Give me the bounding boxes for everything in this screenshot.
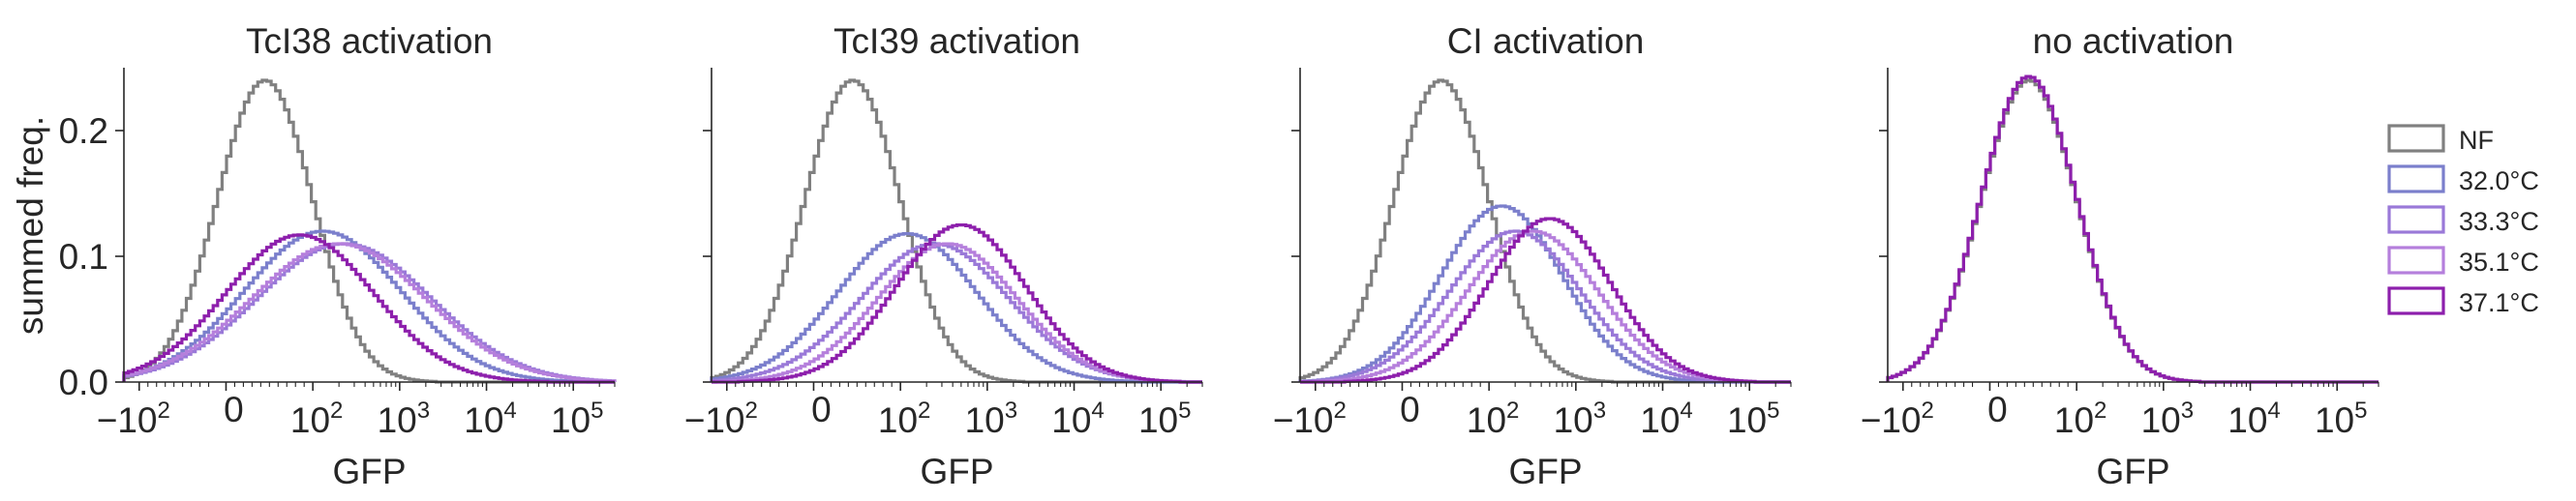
x-tick-label: 0: [224, 390, 244, 429]
x-tick-label: 105: [551, 398, 604, 440]
x-tick-label: 0: [1400, 390, 1420, 429]
legend-label: 37.1°C: [2459, 288, 2539, 317]
legend-swatch: [2387, 205, 2445, 234]
histogram-nf: [1298, 78, 1791, 384]
chart-panel: TcI38 activation 0.0 0.1 0.2 −102 0 102 103 104 1…: [59, 21, 617, 491]
histogram-37-1-c: [712, 223, 1202, 384]
y-tick-label: 0.2: [59, 111, 108, 151]
histogram-35-1-c: [122, 242, 617, 383]
y-tick-label: 0.1: [59, 237, 108, 277]
x-tick-label: 103: [965, 398, 1018, 440]
x-tick-label: 103: [1554, 398, 1607, 440]
chart-title: TcI38 activation: [246, 21, 493, 61]
x-tick-label: 105: [1727, 398, 1780, 440]
legend-label: 35.1°C: [2459, 248, 2539, 277]
x-tick-label: 104: [1640, 398, 1693, 440]
y-tick-label: 0.0: [59, 363, 108, 402]
x-tick-label: 103: [2141, 398, 2195, 440]
legend-label: NF: [2459, 126, 2494, 155]
x-tick-label: 102: [290, 398, 344, 440]
x-axis-label: GFP: [2096, 452, 2169, 491]
x-axis-label: GFP: [920, 452, 993, 491]
histogram-nf: [1886, 78, 2379, 384]
x-axis-label: GFP: [1508, 452, 1582, 491]
x-tick-label: −102: [97, 398, 170, 440]
x-tick-label: 104: [464, 398, 517, 440]
histogram-37-1-c: [1886, 74, 2379, 384]
legend: NF 32.0°C 33.3°C 35.1°C 37.1°C: [2387, 124, 2539, 317]
histogram-35-1-c: [1300, 229, 1791, 384]
histogram-37-1-c: [1300, 217, 1791, 384]
x-tick-label: −102: [1273, 398, 1347, 440]
histogram-nf: [710, 78, 1202, 384]
x-tick-label: −102: [1861, 398, 1934, 440]
x-tick-label: 0: [1987, 390, 2008, 429]
histogram-nf: [122, 78, 615, 384]
x-tick-label: 104: [2227, 398, 2281, 440]
x-tick-label: 102: [1467, 398, 1520, 440]
x-tick-label: 102: [2054, 398, 2107, 440]
legend-swatch: [2387, 164, 2445, 193]
histogram-32-0-c: [710, 232, 1202, 384]
y-axis-label: summed freq.: [11, 116, 50, 335]
histogram-32-0-c: [1298, 204, 1791, 384]
chart-title: CI activation: [1447, 21, 1645, 61]
x-tick-label: 104: [1051, 398, 1105, 440]
histogram-37-1-c: [122, 233, 615, 384]
legend-swatch: [2387, 124, 2445, 153]
x-tick-label: 103: [378, 398, 431, 440]
x-tick-label: −102: [684, 398, 758, 440]
legend-label: 33.3°C: [2459, 207, 2539, 236]
x-tick-label: 105: [1138, 398, 1192, 440]
chart-panel: CI activation −102 0 102 103 104 105 GFP: [1273, 21, 1792, 491]
legend-label: 32.0°C: [2459, 166, 2539, 195]
x-tick-label: 0: [811, 390, 832, 429]
x-tick-label: 105: [2315, 398, 2368, 440]
histogram-33-3-c: [1298, 229, 1791, 384]
chart-title: no activation: [2033, 21, 2234, 61]
chart-panel: no activation −102 0 102 103 104 105 GFP: [1861, 21, 2379, 491]
histogram-33-3-c: [122, 242, 617, 383]
legend-swatch: [2387, 246, 2445, 275]
x-axis-label: GFP: [332, 452, 406, 491]
chart-panel: TcI39 activation −102 0 102 103 104 105 GFP: [684, 21, 1203, 491]
legend-swatch: [2387, 286, 2445, 315]
x-tick-label: 102: [878, 398, 931, 440]
chart-title: TcI39 activation: [833, 21, 1080, 61]
